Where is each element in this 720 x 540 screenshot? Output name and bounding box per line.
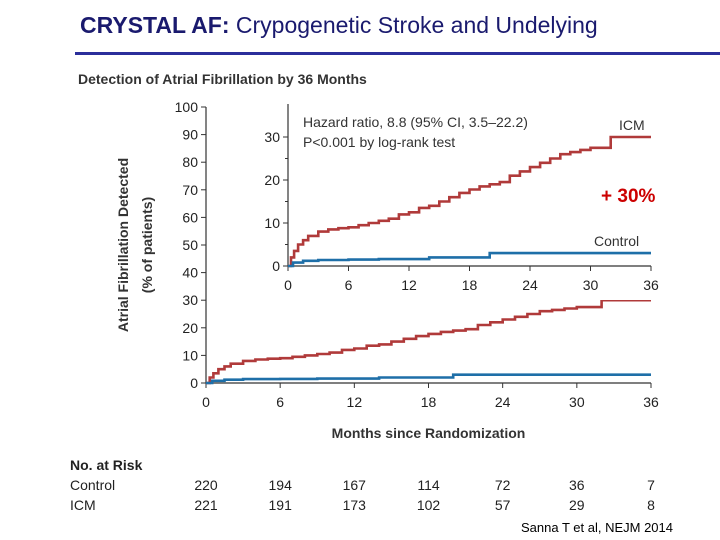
inset-legend-control-label: Control xyxy=(594,233,639,249)
inset-y-tick-label: 20 xyxy=(264,172,280,188)
chart-title: Detection of Atrial Fibrillation by 36 M… xyxy=(78,71,367,87)
main-y-axis-label: Atrial Fibrillation Detected xyxy=(115,158,131,332)
risk-value-icm: 8 xyxy=(647,497,655,513)
main-y-tick-label: 90 xyxy=(182,127,198,143)
inset-y-tick-label: 0 xyxy=(272,258,280,274)
inset-y-tick-label: 30 xyxy=(264,129,280,145)
main-x-tick-label: 36 xyxy=(643,394,659,410)
main-x-tick-label: 12 xyxy=(347,394,363,410)
main-x-tick-label: 0 xyxy=(202,394,210,410)
main-x-axis-label: Months since Randomization xyxy=(332,425,526,441)
main-x-tick-label: 24 xyxy=(495,394,511,410)
risk-value-icm: 191 xyxy=(268,497,292,513)
main-y-tick-label: 20 xyxy=(182,320,198,336)
slide-title: CRYSTAL AF: Crypogenetic Stroke and Unde… xyxy=(80,12,598,39)
slide-title-rest: Crypogenetic Stroke and Undelying xyxy=(229,12,598,38)
title-rule xyxy=(75,52,720,55)
risk-value-control: 114 xyxy=(417,477,440,493)
main-series-icm-line xyxy=(206,298,651,385)
risk-value-icm: 221 xyxy=(194,497,218,513)
increase-callout: + 30% xyxy=(601,186,656,207)
inset-x-tick-label: 30 xyxy=(583,277,599,293)
inset-series-icm-line xyxy=(288,135,651,268)
risk-value-icm: 173 xyxy=(342,497,366,513)
risk-row-label-icm: ICM xyxy=(70,497,96,513)
main-y-tick-label: 10 xyxy=(182,347,198,363)
inset-background xyxy=(230,100,660,300)
inset-pvalue-text: P<0.001 by log-rank test xyxy=(303,134,455,150)
inset-hazard-ratio-text: Hazard ratio, 8.8 (95% CI, 3.5–22.2) xyxy=(303,114,528,130)
main-y-tick-label: 0 xyxy=(190,375,198,391)
risk-value-control: 36 xyxy=(569,477,585,493)
main-y-tick-label: 70 xyxy=(182,182,198,198)
inset-x-tick-label: 36 xyxy=(643,277,659,293)
risk-value-control: 194 xyxy=(268,477,292,493)
main-y-axis-label-sub: (% of patients) xyxy=(139,197,155,293)
main-y-tick-label: 30 xyxy=(182,292,198,308)
risk-row-label-control: Control xyxy=(70,477,116,493)
slide-title-bold: CRYSTAL AF: xyxy=(80,12,230,38)
main-y-tick-label: 40 xyxy=(182,265,198,281)
risk-value-control: 7 xyxy=(647,477,655,493)
main-y-tick-label: 80 xyxy=(182,154,198,170)
main-y-tick-label: 50 xyxy=(182,237,198,253)
main-x-tick-label: 30 xyxy=(569,394,585,410)
risk-value-icm: 29 xyxy=(569,497,585,513)
inset-x-tick-label: 12 xyxy=(401,277,417,293)
risk-value-control: 72 xyxy=(494,477,511,493)
inset-x-tick-label: 6 xyxy=(345,277,353,293)
inset-x-tick-label: 24 xyxy=(522,277,538,293)
main-y-tick-label: 100 xyxy=(175,99,199,115)
citation: Sanna T et al, NEJM 2014 xyxy=(521,520,674,535)
risk-table-title: No. at Risk xyxy=(70,457,143,473)
inset-x-tick-label: 0 xyxy=(284,277,292,293)
main-y-tick-label: 60 xyxy=(182,209,198,225)
risk-value-control: 220 xyxy=(194,477,218,493)
inset-y-tick-label: 10 xyxy=(264,215,280,231)
inset-legend-icm-label: ICM xyxy=(619,117,645,133)
risk-value-control: 167 xyxy=(342,477,366,493)
risk-value-icm: 102 xyxy=(416,497,441,513)
main-x-tick-label: 6 xyxy=(276,394,284,410)
main-x-tick-label: 18 xyxy=(421,394,437,410)
inset-series-control-line xyxy=(288,251,651,268)
inset-x-tick-label: 18 xyxy=(462,277,478,293)
main-series-control-line xyxy=(206,373,651,385)
risk-value-icm: 57 xyxy=(494,497,511,513)
